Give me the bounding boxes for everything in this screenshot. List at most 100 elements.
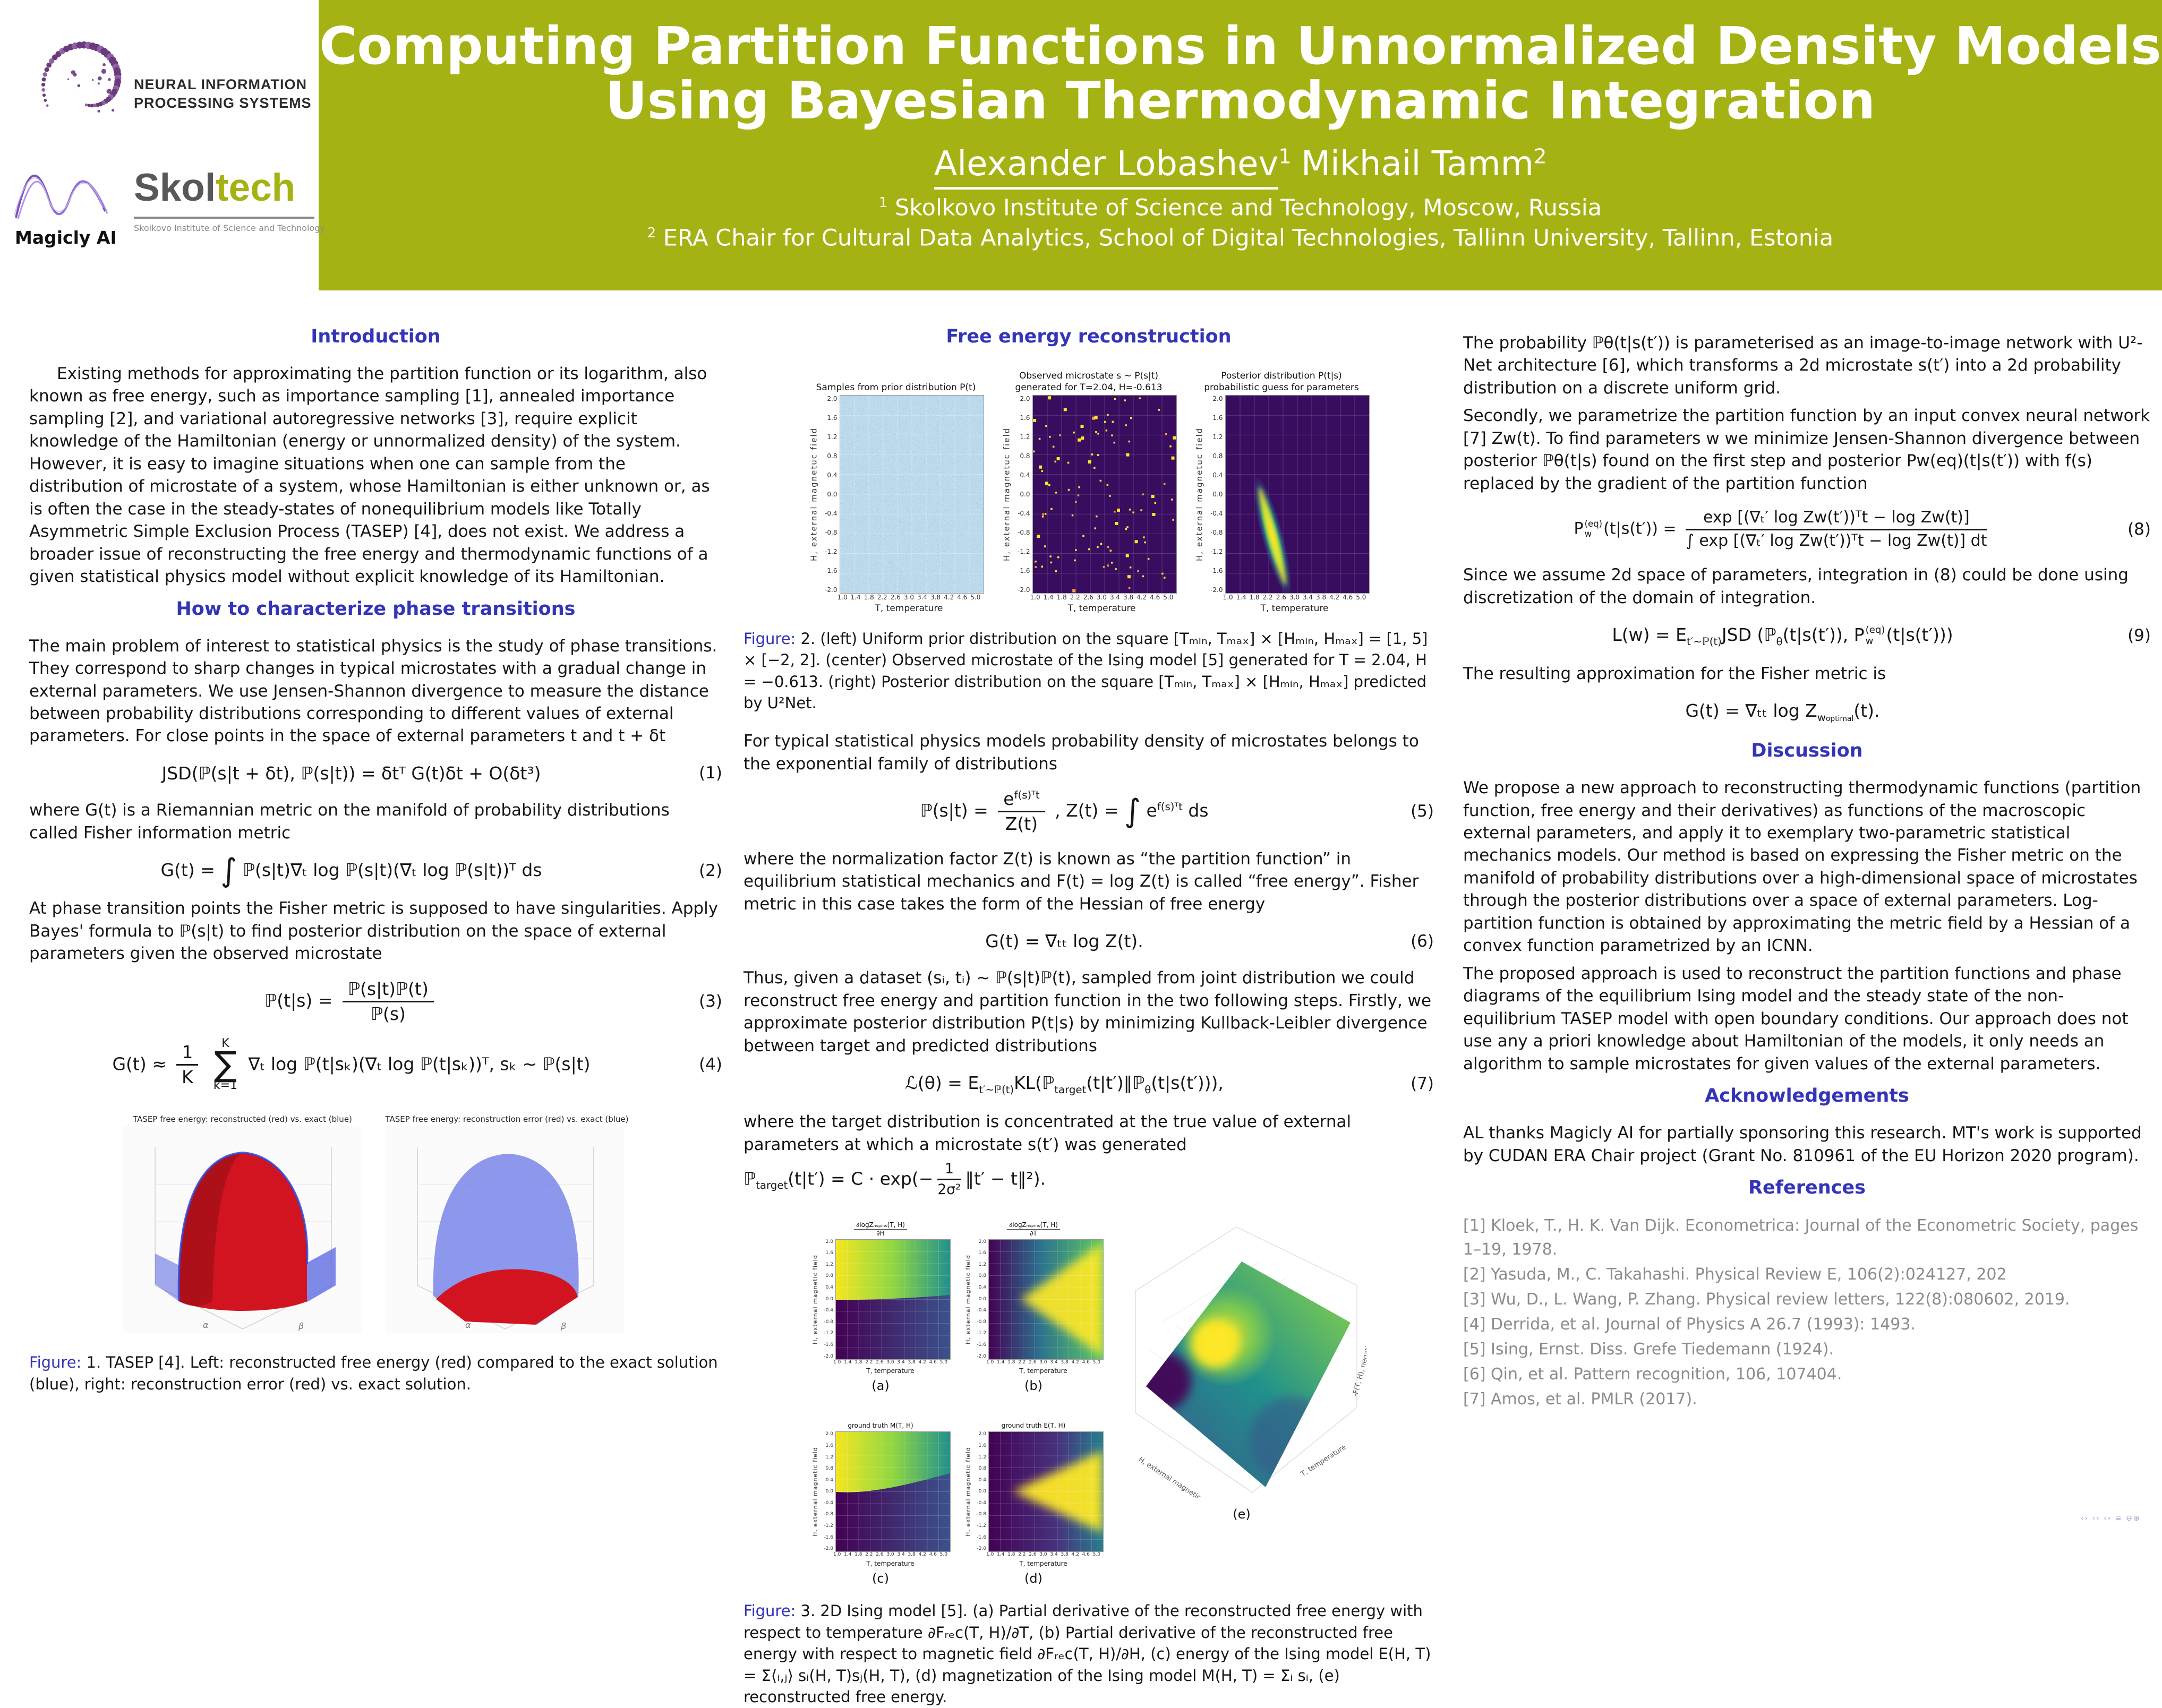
- figure-2-posterior-ylabel: H, external magnetuc field: [1194, 427, 1204, 562]
- figure-2-posterior-title-line1: Posterior distribution P(t|s): [1221, 371, 1342, 382]
- figure-1-right-title: TASEP free energy: reconstruction error …: [385, 1114, 629, 1125]
- neurips-logo-text: NEURAL INFORMATION PROCESSING SYSTEMS: [134, 76, 312, 111]
- phase-paragraph: The main problem of interest to statisti…: [29, 636, 717, 746]
- figure-3-caption: Figure: 3. 2D Ising model [5]. (a) Parti…: [744, 1601, 1431, 1706]
- figure-3e: H, external magnetic field T, temperatur…: [1117, 1211, 1386, 1523]
- affiliation-1: 1 Skolkovo Institute of Science and Tech…: [878, 194, 1602, 221]
- icnn-paragraph: Secondly, we parametrize the partition f…: [1463, 406, 2150, 493]
- figure-2-posterior-yticks: 2.0 1.6 1.2 0.8 0.4 0.0 -0.4 -0.8 -1.2 -1.6 -2.0: [1210, 394, 1223, 594]
- posterior-distribution-heatmap: [1225, 394, 1370, 594]
- heading-introduction: Introduction: [311, 326, 441, 347]
- bayes-paragraph: At phase transition points the Fisher me…: [29, 899, 719, 964]
- fisher-approx-paragraph: The resulting approximation for the Fish…: [1463, 664, 1886, 683]
- tasep-error-surface-chart: α β: [385, 1126, 625, 1333]
- figure-2-microstate-title-line2: generated for T=2.04, H=-0.613: [1015, 382, 1163, 393]
- figure-1-right-plot: TASEP free energy: reconstruction error …: [385, 1114, 629, 1339]
- tasep-reconstructed-surface-chart: α β: [123, 1126, 362, 1333]
- partition-function-paragraph: where the normalization factor Z(t) is k…: [744, 849, 1419, 914]
- microstate-dots: [1032, 396, 1176, 593]
- equation-9: L(w) = Et′∼ℙ(t)JSD (ℙθ(t|s(t′)), P (eq) w(…: [1612, 624, 2151, 648]
- reference-item: [5] Ising, Ernst. Diss. Grefe Tiedemann …: [1463, 1340, 1834, 1359]
- figure-2-prior-ylabel: H, external magnetuc field: [809, 427, 819, 562]
- dF-dT-heatmap: [988, 1239, 1104, 1360]
- intro-paragraph: Existing methods for approximating the p…: [29, 364, 710, 587]
- affiliation-2: 2 ERA Chair for Cultural Data Analytics,…: [647, 225, 1834, 252]
- reference-item: [4] Derrida, et al. Journal of Physics A…: [1463, 1315, 1916, 1334]
- energy-heatmap: [988, 1431, 1104, 1552]
- fisher-metric-paragraph: where G(t) is a Riemannian metric on the…: [29, 801, 670, 843]
- figure-2-microstate-ylabel: H, external magnetuc field: [1002, 427, 1012, 562]
- reference-item: [6] Qin, et al. Pattern recognition, 106…: [1463, 1364, 1842, 1384]
- skoltech-logo-subtext: Skolkovo Institute of Science and Techno…: [134, 223, 325, 233]
- author-1: Alexander Lobashev: [934, 144, 1279, 190]
- column-method-discussion: The probability ℙθ(t|s(t′)) is parameter…: [1463, 316, 2151, 1412]
- figure-2-prior-yticks: 2.0 1.6 1.2 0.8 0.4 0.0 -0.4 -0.8 -1.2 -1.6 -2.0: [825, 394, 838, 594]
- figure-3d: ground truth E(T, H) H, external magneti…: [964, 1403, 1104, 1587]
- figure-2-posterior-xlabel: T, temperature: [1260, 603, 1329, 614]
- figure-2-caption: Figure: 2. (left) Uniform prior distribu…: [744, 629, 1428, 713]
- figure-2-posterior-panel: Posterior distribution P(t|s) probabilis…: [1194, 363, 1370, 615]
- equation-2: G(t) = ∫ ℙ(s|t)∇ₜ log ℙ(s|t)(∇ₜ log ℙ(s|…: [160, 852, 722, 889]
- magicly-logo-icon: [14, 174, 108, 219]
- figure-1-right-alpha-label: α: [465, 1320, 471, 1330]
- prior-distribution-heatmap: [839, 394, 984, 594]
- heading-acknowledgements: Acknowledgements: [1705, 1085, 1909, 1107]
- figure-2-prior-title: Samples from prior distribution P(t): [816, 382, 976, 393]
- target-distribution-paragraph: where the target distribution is concent…: [744, 1112, 1352, 1154]
- observed-microstate-heatmap: [1032, 394, 1177, 594]
- header-logo-panel: [0, 0, 319, 290]
- column-introduction: Introduction Existing methods for approx…: [29, 316, 722, 1395]
- authors: Alexander Lobashev1 Mikhail Tamm2: [934, 144, 1546, 190]
- heading-phase-transitions: How to characterize phase transitions: [176, 598, 576, 620]
- heading-references: References: [1748, 1177, 1866, 1198]
- figure-2-prior-xticks: 1.0 1.4 1.8 2.2 2.6 3.0 3.4 3.8 4.2 4.6 5.0: [837, 593, 981, 601]
- references-list: [1] Kloek, T., H. K. Van Dijk. Econometr…: [1463, 1214, 2151, 1411]
- target-distribution-formula: ℙtarget(t|t′) = C · exp(− 1 2σ² ‖t′ − t‖²).: [744, 1160, 1046, 1198]
- poster-title-line1: Computing Partition Functions in Unnorma…: [319, 16, 2161, 76]
- discretization-paragraph: Since we assume 2d space of parameters, …: [1463, 565, 2129, 607]
- figure-2-microstate-yticks: 2.0 1.6 1.2 0.8 0.4 0.0 -0.4 -0.8 -1.2 -1.6 -2.0: [1018, 394, 1030, 594]
- skoltech-logo-text: Skoltech: [134, 166, 296, 209]
- dataset-paragraph: Thus, given a dataset (sᵢ, tᵢ) ∼ ℙ(s|t)ℙ…: [744, 968, 1432, 1055]
- heading-discussion: Discussion: [1751, 740, 1863, 762]
- equation-1: JSD(ℙ(s|t + δt), ℙ(s|t)) = δtᵀ G(t)δt + …: [161, 762, 722, 784]
- fisher-metric-formula: G(t) = ∇ₜₜ log Zwoptimal(t).: [1685, 700, 1880, 724]
- acknowledgements-paragraph: AL thanks Magicly AI for partially spons…: [1463, 1123, 2142, 1165]
- figure-3b: ∂logZₙₛₚᵢₙₛ(T, H) ∂T H, external magnetic…: [964, 1211, 1104, 1395]
- figure-2-microstate-panel: Observed microstate s ∼ P(s|t) generated…: [1002, 363, 1177, 615]
- figure-1-right-beta-label: β: [560, 1321, 566, 1331]
- figure-1-left-beta-label: β: [298, 1321, 304, 1331]
- figure-3a: ∂logZₙₛₚᵢₙₛ(T, H) ∂H H, external magnetic…: [811, 1211, 951, 1395]
- figure-2-prior-xlabel: T, temperature: [875, 603, 943, 614]
- figure-1-left-plot: TASEP free energy: reconstructed (red) v…: [123, 1114, 362, 1339]
- author-2: Mikhail Tamm: [1301, 144, 1534, 184]
- figure-2-posterior-title-line2: probabilistic guess for parameters: [1204, 382, 1359, 393]
- viewer-pager-controls[interactable]: ‹› ‹› ‹› ≡ ⊖⊕: [2081, 1514, 2141, 1523]
- reference-item: [3] Wu, D., L. Wang, P. Zhang. Physical …: [1463, 1290, 2070, 1309]
- equation-3: ℙ(t|s) = ℙ(s|t)ℙ(t) ℙ(s) (3): [264, 978, 722, 1024]
- reference-item: [1] Kloek, T., H. K. Van Dijk. Econometr…: [1463, 1216, 2139, 1259]
- header-banner: [319, 0, 2162, 290]
- exponential-family-paragraph: For typical statistical physics models p…: [744, 732, 1419, 774]
- figure-2: Samples from prior distribution P(t) H, …: [744, 363, 1434, 615]
- figure-3c: ground truth M(T, H) H, external magneti…: [811, 1403, 951, 1587]
- skoltech-logo-rule: [134, 217, 314, 219]
- figure-1-left-alpha-label: α: [203, 1320, 209, 1330]
- equation-6: G(t) = ∇ₜₜ log Z(t). (6): [985, 931, 1434, 952]
- equation-7: ℒ(θ) = Et′∼ℙ(t)KL(ℙtarget(t|t′)‖ℙθ(t|s(t…: [905, 1072, 1434, 1096]
- figure-1: TASEP free energy: reconstructed (red) v…: [29, 1114, 722, 1339]
- heading-free-energy-reconstruction: Free energy reconstruction: [946, 326, 1232, 347]
- equation-8: P (eq) w (t|s(t′)) = exp [(∇ₜ′ log Zw(t′))ᵀ…: [1574, 508, 2151, 550]
- figure-1-caption: Figure: 1. TASEP [4]. Left: reconstructe…: [29, 1353, 718, 1393]
- reference-item: [2] Yasuda, M., C. Takahashi. Physical R…: [1463, 1265, 2007, 1284]
- poster-title-line2: Using Bayesian Thermodynamic Integration: [605, 70, 1876, 131]
- reconstructed-free-energy-surface: H, external magnetic field T, temperatur…: [1117, 1211, 1386, 1511]
- figure-2-microstate-xticks: 1.0 1.4 1.8 2.2 2.6 3.0 3.4 3.8 4.2 4.6 5.0: [1030, 593, 1174, 601]
- figure-2-microstate-xlabel: T, temperature: [1067, 603, 1136, 614]
- figure-2-prior-panel: Samples from prior distribution P(t) H, …: [809, 363, 984, 615]
- figure-2-posterior-xticks: 1.0 1.4 1.8 2.2 2.6 3.0 3.4 3.8 4.2 4.6 5.0: [1223, 593, 1366, 601]
- magicly-logo-text: Magicly AI: [15, 227, 117, 248]
- u2net-paragraph: The probability ℙθ(t|s(t′)) is parameter…: [1463, 333, 2143, 398]
